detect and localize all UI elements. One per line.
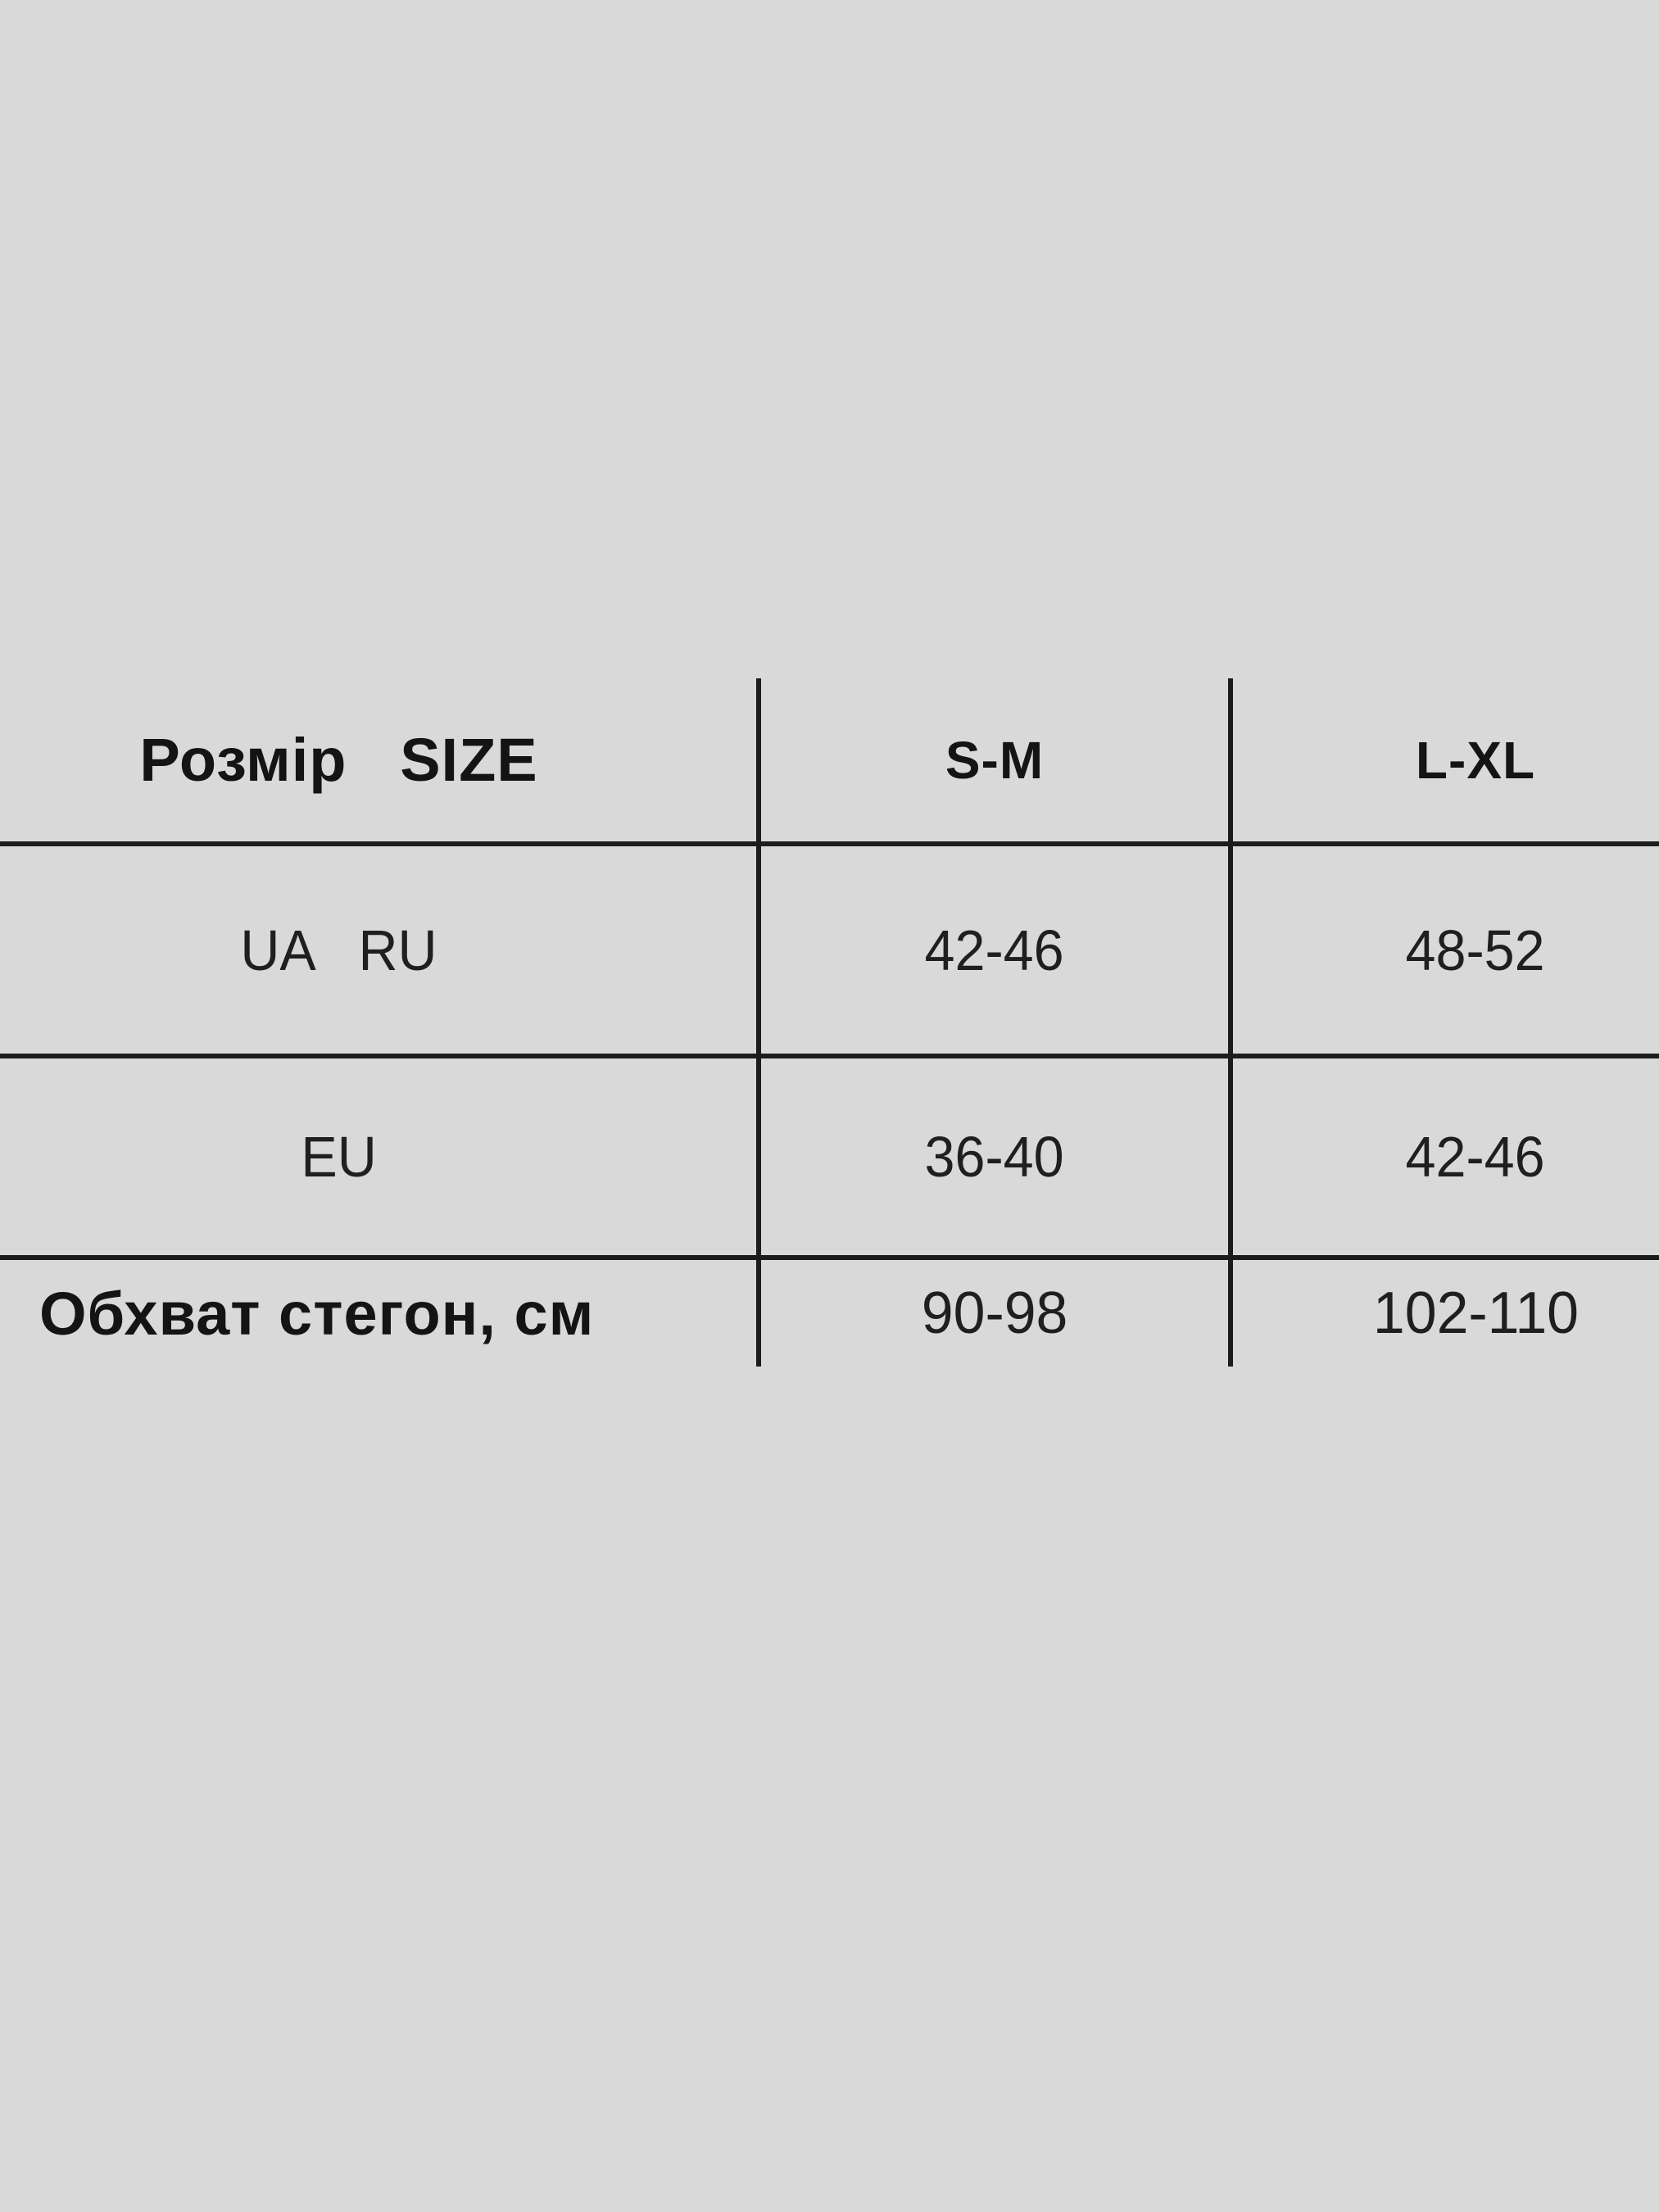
lxl-column-header: L-XL [1415,730,1536,790]
eu-lxl-value: 42-46 [1405,1125,1546,1189]
ua-ru-lxl-cell: 48-52 [1233,846,1659,1058]
hip-girth-label-cell: Обхват стегон, см [0,1260,761,1367]
size-header-label: Розмір SIZE [139,726,538,794]
hip-girth-label: Обхват стегон, см [39,1279,595,1348]
ua-ru-sm-cell: 42-46 [761,846,1233,1058]
hip-girth-lxl-cell: 102-110 [1233,1260,1659,1367]
header-lxl-cell: L-XL [1233,678,1659,846]
ua-ru-label-cell: UA RU [0,846,761,1058]
header-size-cell: Розмір SIZE [0,678,761,846]
header-sm-cell: S-M [761,678,1233,846]
eu-label: EU [301,1125,377,1189]
hip-girth-sm-cell: 90-98 [761,1260,1233,1367]
ua-ru-lxl-value: 48-52 [1405,918,1546,982]
ua-ru-sm-value: 42-46 [924,918,1065,982]
sm-column-header: S-M [945,730,1045,790]
hip-girth-sm-value: 90-98 [921,1281,1068,1346]
size-chart-table: Розмір SIZE S-M L-XL UA RU 42-46 48-52 E… [0,678,1659,1367]
eu-sm-cell: 36-40 [761,1058,1233,1260]
hip-girth-lxl-value: 102-110 [1372,1281,1579,1346]
eu-lxl-cell: 42-46 [1233,1058,1659,1260]
eu-sm-value: 36-40 [924,1125,1065,1189]
ua-ru-label: UA RU [240,918,437,982]
eu-label-cell: EU [0,1058,761,1260]
